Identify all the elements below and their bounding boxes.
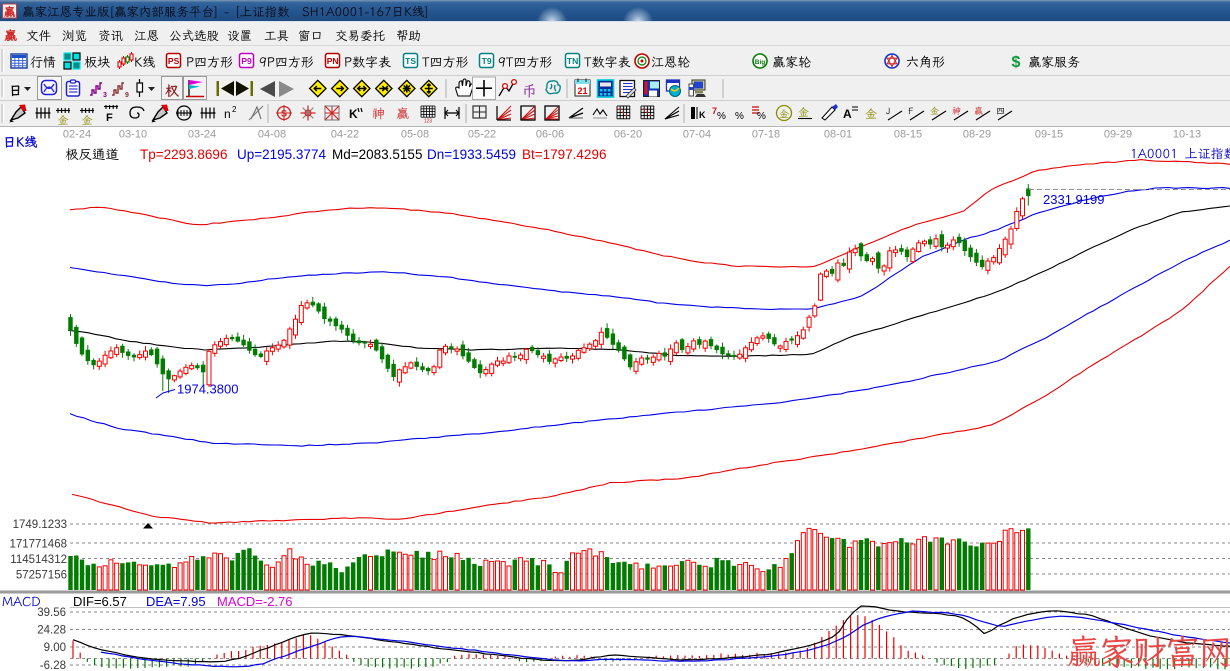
- svg-text:S: S: [281, 109, 287, 119]
- svg-text:08-15: 08-15: [894, 129, 922, 141]
- svg-text:09-29: 09-29: [1104, 129, 1132, 141]
- svg-text:$: $: [1012, 54, 1021, 71]
- svg-text:Bt=1797.4296: Bt=1797.4296: [522, 147, 606, 162]
- svg-text:06-06: 06-06: [536, 129, 564, 141]
- svg-text:05-22: 05-22: [468, 129, 496, 141]
- svg-text:04-22: 04-22: [331, 129, 359, 141]
- svg-text:DIF=6.57: DIF=6.57: [73, 594, 127, 609]
- svg-text:21: 21: [577, 86, 587, 96]
- svg-text:114514312: 114514312: [10, 554, 67, 566]
- svg-text:-6.28: -6.28: [40, 660, 66, 671]
- svg-text:F: F: [106, 112, 113, 124]
- svg-text:Tp=2293.8696: Tp=2293.8696: [140, 147, 227, 162]
- svg-text:03-10: 03-10: [119, 129, 147, 141]
- svg-text:PN: PN: [327, 56, 339, 66]
- svg-text:9.00: 9.00: [44, 642, 66, 654]
- svg-text:Dn=1933.5459: Dn=1933.5459: [427, 147, 516, 162]
- svg-text:07-18: 07-18: [752, 129, 780, 141]
- svg-text:08-29: 08-29: [963, 129, 991, 141]
- svg-text:171771468: 171771468: [9, 539, 67, 551]
- svg-text:n: n: [224, 107, 231, 121]
- svg-text:57257156: 57257156: [16, 570, 67, 582]
- svg-text:MACD=-2.76: MACD=-2.76: [217, 594, 293, 609]
- svg-text:%: %: [717, 111, 726, 122]
- svg-text:39.56: 39.56: [37, 607, 66, 619]
- svg-text:Big: Big: [755, 59, 766, 66]
- svg-text:DEA=7.95: DEA=7.95: [146, 594, 206, 609]
- svg-text:123: 123: [424, 119, 433, 125]
- svg-text:06-20: 06-20: [614, 129, 642, 141]
- svg-text:K: K: [699, 110, 706, 120]
- svg-text:10-13: 10-13: [1173, 129, 1201, 141]
- svg-text:2331.9199: 2331.9199: [1043, 192, 1104, 207]
- svg-text:T9: T9: [482, 56, 492, 66]
- svg-text:2: 2: [232, 105, 237, 114]
- svg-text:TS: TS: [405, 56, 416, 66]
- svg-text:Md=2083.5155: Md=2083.5155: [332, 147, 422, 162]
- svg-text:1974.3800: 1974.3800: [177, 382, 238, 397]
- svg-text:%: %: [735, 111, 744, 122]
- svg-text:P9: P9: [241, 56, 252, 66]
- svg-text:07-04: 07-04: [683, 129, 711, 141]
- svg-text:PS: PS: [168, 56, 180, 66]
- svg-text:K: K: [349, 107, 358, 121]
- svg-text:A: A: [843, 107, 852, 121]
- svg-text:1749.1233: 1749.1233: [13, 519, 67, 531]
- svg-text:02-24: 02-24: [63, 129, 91, 141]
- svg-text:7: 7: [712, 106, 717, 116]
- svg-text:3: 3: [103, 92, 107, 99]
- svg-text:08-01: 08-01: [824, 129, 852, 141]
- svg-text:Up=2195.3774: Up=2195.3774: [237, 147, 326, 162]
- svg-text:03-24: 03-24: [188, 129, 216, 141]
- svg-text:%: %: [757, 111, 766, 122]
- svg-text:TN: TN: [567, 56, 578, 66]
- svg-text:24.28: 24.28: [37, 625, 66, 637]
- svg-text:09-15: 09-15: [1035, 129, 1063, 141]
- svg-text:9: 9: [125, 92, 129, 99]
- svg-text:05-08: 05-08: [401, 129, 429, 141]
- svg-text:04-08: 04-08: [258, 129, 286, 141]
